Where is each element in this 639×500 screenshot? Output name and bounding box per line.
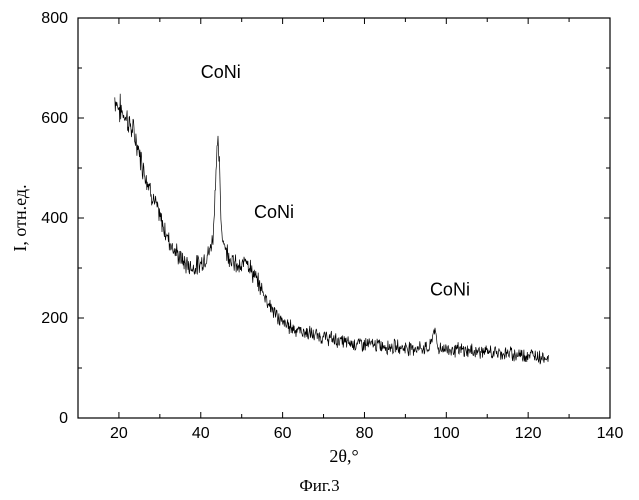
svg-text:800: 800 bbox=[41, 10, 68, 27]
svg-text:100: 100 bbox=[433, 425, 460, 442]
peak-label-0: CoNi bbox=[201, 62, 241, 82]
svg-text:60: 60 bbox=[274, 425, 292, 442]
xrd-figure: 20 40 60 80 100 120 140 0 200 400 600 800 2θ,° I, отн… bbox=[0, 0, 639, 500]
svg-text:120: 120 bbox=[515, 425, 542, 442]
svg-text:140: 140 bbox=[597, 425, 624, 442]
svg-text:400: 400 bbox=[41, 210, 68, 227]
svg-text:80: 80 bbox=[356, 425, 374, 442]
peak-label-2: CoNi bbox=[430, 280, 470, 300]
figure-caption: Фиг.3 bbox=[0, 476, 639, 496]
svg-text:200: 200 bbox=[41, 310, 68, 327]
svg-text:600: 600 bbox=[41, 110, 68, 127]
xrd-chart: 20 40 60 80 100 120 140 0 200 400 600 800 2θ,° I, отн… bbox=[0, 0, 639, 500]
svg-text:0: 0 bbox=[59, 410, 68, 427]
peak-label-1: CoNi bbox=[254, 202, 294, 222]
svg-text:2θ,°: 2θ,° bbox=[329, 446, 358, 466]
svg-text:20: 20 bbox=[110, 425, 128, 442]
svg-text:I, отн.ед.: I, отн.ед. bbox=[10, 184, 30, 251]
xrd-trace bbox=[115, 94, 549, 365]
svg-text:40: 40 bbox=[192, 425, 210, 442]
